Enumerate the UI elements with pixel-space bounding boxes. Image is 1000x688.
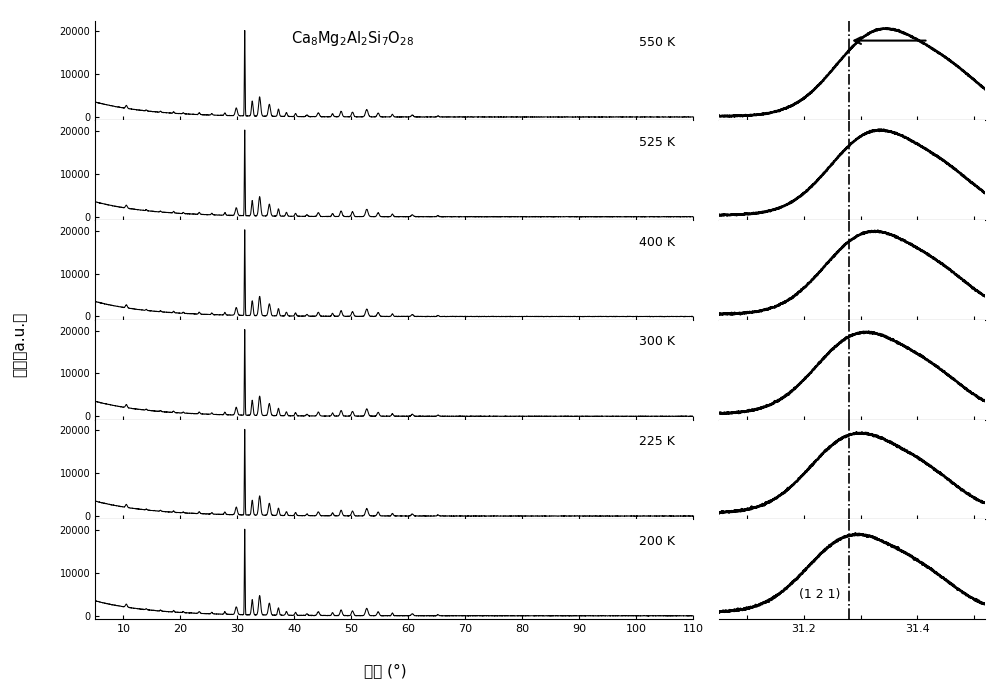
Text: $\mathrm{Ca_8Mg_2Al_2Si_7O_{28}}$: $\mathrm{Ca_8Mg_2Al_2Si_7O_{28}}$ — [291, 29, 414, 48]
Text: 525 K: 525 K — [639, 136, 675, 149]
Text: 225 K: 225 K — [639, 435, 675, 448]
Text: 550 K: 550 K — [639, 36, 675, 49]
Text: (1 2 1): (1 2 1) — [799, 588, 841, 601]
Text: 200 K: 200 K — [639, 535, 675, 548]
Text: 300 K: 300 K — [639, 335, 675, 348]
Text: 400 K: 400 K — [639, 235, 675, 248]
Text: 强度（a.u.）: 强度（a.u.） — [12, 312, 27, 376]
Text: 角度 (°): 角度 (°) — [364, 663, 406, 678]
